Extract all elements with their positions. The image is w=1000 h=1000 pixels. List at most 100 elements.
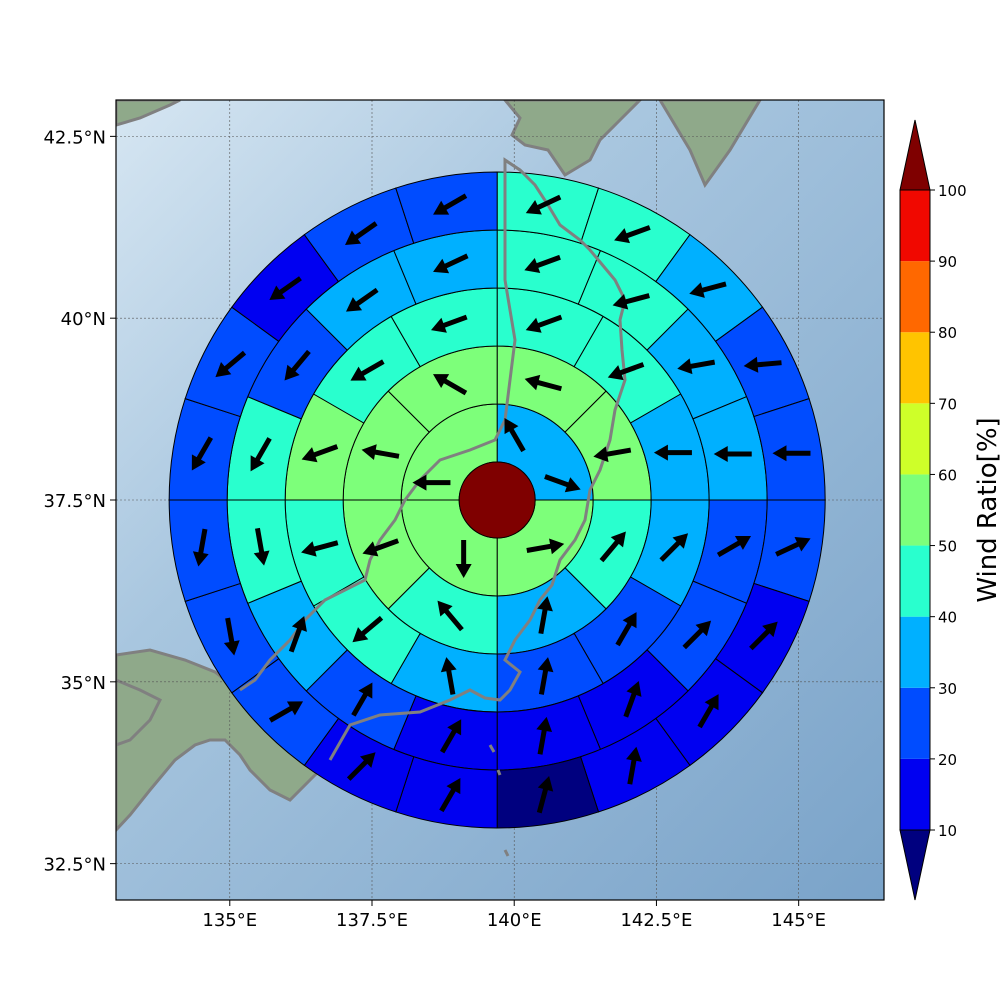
- x-tick-label-0: 135°E: [202, 910, 257, 931]
- wind-arrow-r4-18: [749, 621, 778, 651]
- colorbar-tick-label-9: 100: [938, 182, 967, 200]
- colorbar-tick-label-6: 70: [938, 395, 957, 413]
- colorbar-tick-label-2: 30: [938, 680, 957, 698]
- wind-arrow-r4-0: [772, 445, 811, 462]
- land-layer: [116, 100, 762, 833]
- wind-arrow-r4-15: [536, 776, 554, 814]
- wind-arrow-r2-4: [350, 359, 385, 381]
- wind-arrow-r4-9: [191, 436, 214, 471]
- colorbar-tick-label-0: 10: [938, 822, 957, 840]
- colorbar-label: Wind Ratio[%]: [973, 417, 1000, 602]
- wind-arrow-r3-5: [346, 287, 379, 312]
- colorbar-bin-8: [900, 190, 930, 262]
- wind-arrow-r2-1: [607, 362, 645, 381]
- wind-arrow-r2-9: [537, 657, 554, 695]
- y-tick-label-4: 42.5°N: [43, 127, 106, 148]
- wind-arrow-r3-12: [536, 716, 553, 755]
- wind-arrow-r3-0: [713, 446, 752, 463]
- colorbar-tick-label-1: 20: [938, 751, 957, 769]
- wind-arrow-r4-11: [223, 617, 240, 656]
- wind-arrow-r3-8: [253, 527, 270, 566]
- wind-arrow-r0-2: [412, 474, 451, 491]
- colorbar-extend-max: [899, 119, 931, 191]
- wind-arrows: [191, 193, 811, 814]
- x-tick-label-2: 140°E: [487, 910, 542, 931]
- y-tick-label-1: 35°N: [61, 673, 106, 694]
- wind-arrow-r4-1: [743, 356, 782, 373]
- wind-arrow-r1-1: [524, 374, 563, 392]
- colorbar-bin-3: [900, 545, 930, 617]
- wind-arrow-r2-5: [301, 444, 339, 463]
- colorbar-tick-label-3: 40: [938, 609, 957, 627]
- wind-arrow-r4-16: [626, 746, 642, 785]
- wind-arrow-r1-3: [361, 444, 400, 461]
- colorbar-bin-0: [900, 758, 930, 830]
- wind-arrow-r4-13: [346, 752, 376, 781]
- wind-arrow-r2-7: [352, 615, 384, 643]
- wind-arrow-r4-3: [614, 225, 651, 244]
- wind-arrow-r3-10: [351, 682, 373, 717]
- wind-arrow-r2-11: [659, 533, 689, 562]
- wind-arrow-r3-14: [682, 620, 712, 650]
- wind-arrow-r0-4: [526, 538, 565, 555]
- wind-arrow-r4-17: [697, 694, 719, 729]
- wind-arrow-r4-14: [439, 777, 461, 813]
- y-tick-label-2: 37.5°N: [43, 491, 106, 512]
- wind-arrow-r3-9: [288, 615, 307, 653]
- landmass-hokkaido: [503, 100, 643, 178]
- wind-arrow-r4-6: [345, 221, 378, 246]
- wind-arrow-r1-7: [599, 531, 626, 563]
- wind-arrow-r2-2: [525, 314, 563, 333]
- wind-arrow-r3-7: [250, 437, 272, 472]
- wind-arrow-r4-8: [215, 350, 247, 378]
- colorbar-bin-7: [900, 261, 930, 333]
- wind-arrow-r3-1: [677, 358, 716, 375]
- wind-arrow-r3-2: [612, 293, 650, 310]
- wind-arrow-r3-4: [433, 253, 469, 274]
- wind-arrow-r2-6: [301, 540, 339, 557]
- landmass-corner: [116, 100, 181, 127]
- wind-arrow-r1-5: [437, 600, 464, 632]
- wind-arrow-r3-3: [524, 254, 561, 273]
- x-tick-label-4: 145°E: [771, 910, 826, 931]
- wind-arrow-r1-4: [362, 538, 400, 557]
- landmass-hokkaido-east: [658, 100, 762, 189]
- colorbar-frame: [899, 189, 931, 831]
- colorbar: 10 20 30 40 50 60 70 80 90 100: [899, 119, 967, 901]
- colorbar-tick-label-7: 80: [938, 324, 957, 342]
- colorbar-bin-2: [900, 616, 930, 688]
- wind-arrow-r1-0: [593, 446, 632, 463]
- wind-arrow-r4-5: [433, 193, 468, 215]
- wind-arrow-r2-3: [430, 314, 468, 333]
- coastline-overlay: [239, 157, 627, 857]
- colorbar-tick-label-8: 90: [938, 253, 957, 271]
- wind-arrow-r4-2: [689, 281, 727, 298]
- x-tick-label-3: 142.5°E: [620, 910, 692, 931]
- colorbar-extend-min: [899, 829, 931, 901]
- wind-arrow-r2-10: [615, 612, 637, 647]
- wind-arrow-r0-1: [504, 417, 526, 453]
- wind-arrow-r4-10: [192, 528, 209, 567]
- colorbar-tick-label-5: 60: [938, 466, 957, 484]
- wind-arrow-r0-0: [544, 474, 581, 493]
- wind-arrow-r4-4: [525, 194, 562, 215]
- colorbar-bin-4: [900, 474, 930, 546]
- wind-arrow-r3-6: [284, 349, 311, 381]
- x-axis-ticks: 135°E 137.5°E 140°E 142.5°E 145°E: [202, 900, 826, 931]
- y-axis-ticks: 32.5°N 35°N 37.5°N 40°N 42.5°N: [43, 127, 116, 876]
- wind-arrow-r4-7: [269, 276, 302, 301]
- wind-arrow-r4-19: [775, 536, 811, 557]
- coastline-honshu-overlay: [239, 157, 627, 761]
- wind-arrow-r3-11: [440, 719, 462, 754]
- sector-rings: [168, 171, 826, 829]
- center-disc: [458, 461, 536, 539]
- wind-arrow-r0-3: [455, 540, 472, 579]
- wind-arrow-r4-12: [268, 701, 304, 723]
- colorbar-tick-label-4: 50: [938, 538, 957, 556]
- wind-arrow-r2-8: [440, 657, 457, 695]
- wind-arrow-r1-6: [537, 596, 553, 635]
- y-tick-label-0: 32.5°N: [43, 855, 106, 876]
- wind-arrow-r3-15: [716, 535, 752, 558]
- x-tick-label-1: 137.5°E: [336, 910, 408, 931]
